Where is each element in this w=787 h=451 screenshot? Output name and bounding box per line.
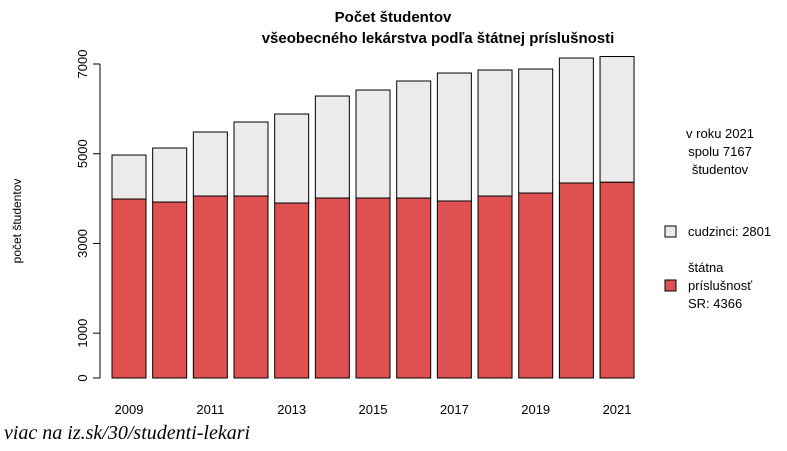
legend-swatch [664, 279, 677, 292]
chart-subtitle: všeobecného lekárstva podľa štátnej prís… [262, 30, 615, 47]
y-tick-label: 0 [75, 374, 90, 381]
bar-segment [355, 89, 391, 199]
bar-segment [355, 197, 391, 379]
y-axis-label: počet študentov [10, 179, 24, 264]
bar-segment [396, 197, 432, 379]
legend-label: štátna [688, 260, 724, 275]
bar-segment [233, 121, 269, 197]
bar-segment [111, 154, 147, 200]
bar-segment [599, 181, 635, 379]
footer: viac na iz.sk/30/studenti-lekari [4, 422, 250, 444]
y-tick-label: 1000 [75, 319, 90, 348]
bar-segment [518, 68, 554, 194]
annotation: študentov [692, 162, 749, 177]
bar-segment [477, 195, 513, 379]
bar-segment [274, 113, 310, 204]
x-tick-label: 2009 [115, 402, 144, 417]
chart-title: Počet študentov [335, 9, 452, 26]
x-tick-label: 2011 [196, 402, 224, 417]
x-tick-label: 2017 [440, 402, 469, 417]
bar-segment [192, 195, 228, 379]
bar-segment [477, 69, 513, 197]
y-tick-label: 5000 [75, 139, 90, 168]
annotation: spolu 7167 [688, 144, 752, 159]
bar-segment [558, 57, 594, 184]
x-tick-label: 2019 [521, 402, 550, 417]
bar-segment [314, 95, 350, 199]
bar-segment [558, 182, 594, 379]
annotation: v roku 2021 [686, 126, 754, 141]
bar-segment [152, 201, 188, 379]
legend-label: SR: 4366 [688, 296, 742, 311]
bar-segment [314, 197, 350, 379]
bar-segment [152, 147, 188, 203]
bar-segment [111, 198, 147, 379]
y-tick-label: 7000 [75, 50, 90, 79]
bar-segment [599, 56, 635, 183]
x-tick-label: 2015 [359, 402, 388, 417]
bar-segment [274, 202, 310, 379]
bar-segment [192, 131, 228, 197]
legend-label: príslušnosť [688, 278, 752, 293]
legend-label: cudzinci: 2801 [688, 224, 771, 239]
x-tick-label: 2021 [603, 402, 632, 417]
legend-swatch [664, 225, 677, 238]
bar-segment [436, 72, 472, 202]
bar-segment [518, 192, 554, 379]
x-tick-label: 2013 [277, 402, 306, 417]
bar-segment [233, 195, 269, 379]
bar-segment [436, 200, 472, 379]
bar-segment [396, 80, 432, 199]
y-tick-label: 3000 [75, 229, 90, 258]
